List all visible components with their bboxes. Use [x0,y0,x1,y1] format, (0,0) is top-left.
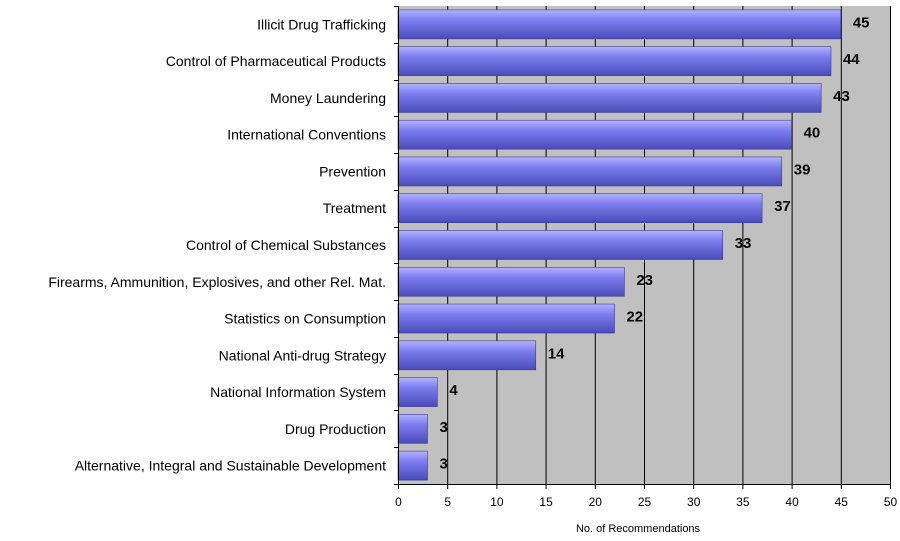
data-label: 37 [774,198,791,215]
bar [397,340,537,371]
bar [397,414,428,444]
x-tick-label: 25 [638,495,652,509]
data-label: 44 [843,51,860,68]
category-label: International Conventions [227,127,386,143]
axes [394,6,891,489]
category-label: National Anti-drug Strategy [219,347,386,363]
bar [397,83,822,113]
x-tick-labels: 0 5 10 15 20 25 30 35 40 45 50 [395,495,897,509]
data-label: 22 [626,309,643,326]
data-label: 45 [853,14,870,31]
bars [397,9,842,481]
bar [397,230,724,260]
data-label: 43 [833,88,850,105]
category-label: Money Laundering [270,90,386,106]
x-tick-label: 30 [687,495,701,509]
x-tick-label: 45 [835,495,849,509]
bar [397,193,763,224]
data-label: 23 [636,272,653,289]
bar [397,156,783,187]
bar [397,9,842,40]
x-axis-title: No. of Recommendations [576,523,701,535]
data-label: 40 [804,125,821,142]
category-label: National Information System [210,384,386,400]
category-label: Illicit Drug Trafficking [257,16,386,32]
bar [397,450,428,481]
bar [397,46,832,76]
x-tick-label: 20 [589,495,603,509]
category-labels: Illicit Drug Trafficking Control of Pharm… [48,16,386,473]
bar [397,303,615,334]
category-label: Firearms, Ammunition, Explosives, and ot… [48,274,386,290]
data-label: 14 [548,345,565,362]
x-tick-label: 35 [736,495,750,509]
category-label: Drug Production [285,421,386,437]
data-label: 3 [440,419,448,436]
data-label: 33 [735,235,752,252]
data-label: 39 [794,161,811,178]
category-label: Statistics on Consumption [224,311,386,327]
x-tick-label: 50 [884,495,898,509]
category-label: Alternative, Integral and Sustainable De… [75,458,386,474]
bar [397,119,792,150]
category-label: Treatment [323,200,386,216]
x-tick-label: 40 [785,495,799,509]
x-tick-label: 15 [539,495,553,509]
x-tick-label: 5 [444,495,451,509]
category-label: Control of Chemical Substances [186,237,386,253]
category-label: Control of Pharmaceutical Products [166,53,386,69]
bar [397,266,625,297]
x-tick-label: 0 [395,495,402,509]
bar [397,377,438,407]
x-tick-label: 10 [490,495,504,509]
data-label: 4 [449,382,458,399]
category-label: Prevention [319,163,386,179]
data-label: 3 [440,456,448,473]
